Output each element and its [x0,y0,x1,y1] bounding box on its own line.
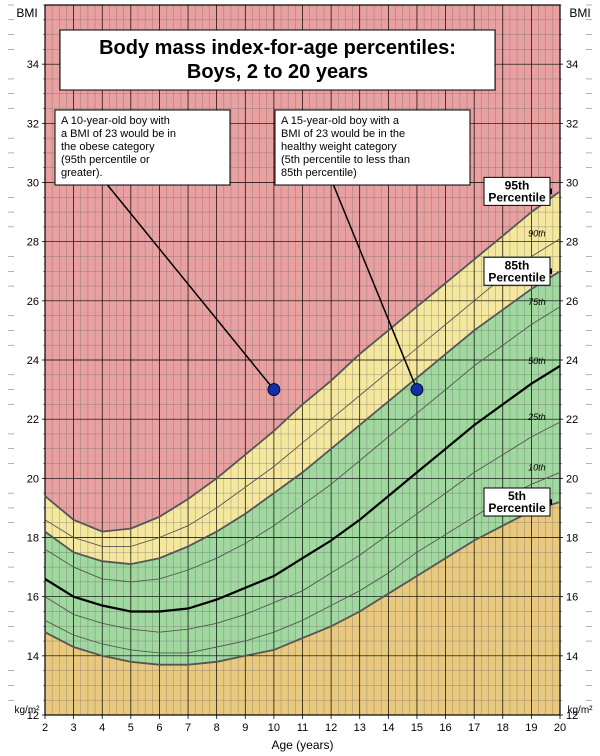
pct-label-90th: 90th [528,229,546,239]
xtick: 12 [325,722,337,734]
pct-label-50th: 50th [528,356,546,366]
xtick: 18 [497,722,509,734]
ytick-left: 24 [27,355,39,367]
pct-label-10th: 10th [528,462,546,472]
xtick: 17 [468,722,480,734]
ytick-right: 32 [566,118,578,130]
ytick-left: 28 [27,237,39,249]
ytick-right: 18 [566,533,578,545]
callout-text: healthy weight category [281,141,397,153]
title-line2: Boys, 2 to 20 years [187,61,368,83]
ytick-right: 34 [566,59,578,71]
xtick: 8 [214,722,220,734]
y-axis-label-right: BMI [569,6,590,20]
pct-boxlabel-text: Percentile [488,190,546,204]
callout-text: a BMI of 23 would be in [61,128,176,140]
ytick-left: 26 [27,296,39,308]
ytick-left: 20 [27,473,39,485]
xtick: 11 [297,722,308,734]
ytick-right: 30 [566,178,578,190]
x-axis-label: Age (years) [271,738,333,752]
y-unit-right: kg/m² [568,705,594,716]
ytick-right: 16 [566,592,578,604]
ytick-right: 26 [566,296,578,308]
xtick: 14 [382,722,394,734]
callout-text: (95th percentile or [61,154,150,166]
pct-label-75th: 75th [528,297,546,307]
xtick: 5 [128,722,134,734]
callout-text: the obese category [61,141,155,153]
ytick-left: 34 [27,59,39,71]
xtick: 4 [99,722,105,734]
ytick-right: 22 [566,414,578,426]
xtick: 15 [411,722,423,734]
bmi-percentile-chart: 90th75th50th25th10th95thPercentile85thPe… [0,0,600,756]
ytick-right: 28 [566,237,578,249]
ytick-right: 20 [566,473,578,485]
xtick: 3 [71,722,77,734]
ytick-left: 14 [27,651,39,663]
xtick: 6 [156,722,162,734]
callout-text: greater). [61,167,103,179]
callout-text: BMI of 23 would be in the [281,128,405,140]
xtick: 9 [242,722,248,734]
xtick: 2 [42,722,48,734]
data-point-1 [411,384,423,396]
y-unit-left: kg/m² [15,705,41,716]
ytick-left: 18 [27,533,39,545]
xtick: 7 [185,722,191,734]
pct-label-25th: 25th [527,412,546,422]
ytick-left: 22 [27,414,39,426]
pct-boxlabel-text: Percentile [488,270,546,284]
pct-boxlabel-text: Percentile [488,501,546,515]
data-point-0 [268,384,280,396]
y-axis-label-left: BMI [16,6,37,20]
ytick-left: 16 [27,592,39,604]
ytick-left: 32 [27,118,39,130]
callout-text: A 15-year-old boy with a [281,115,400,127]
xtick: 20 [554,722,566,734]
callout-text: A 10-year-old boy with [61,115,170,127]
ytick-right: 24 [566,355,578,367]
xtick: 16 [439,722,451,734]
xtick: 10 [268,722,280,734]
ytick-right: 14 [566,651,578,663]
callout-text: (5th percentile to less than [281,154,410,166]
xtick: 19 [525,722,537,734]
title-line1: Body mass index-for-age percentiles: [99,37,456,59]
xtick: 13 [354,722,366,734]
ytick-left: 30 [27,178,39,190]
callout-text: 85th percentile) [281,167,357,179]
